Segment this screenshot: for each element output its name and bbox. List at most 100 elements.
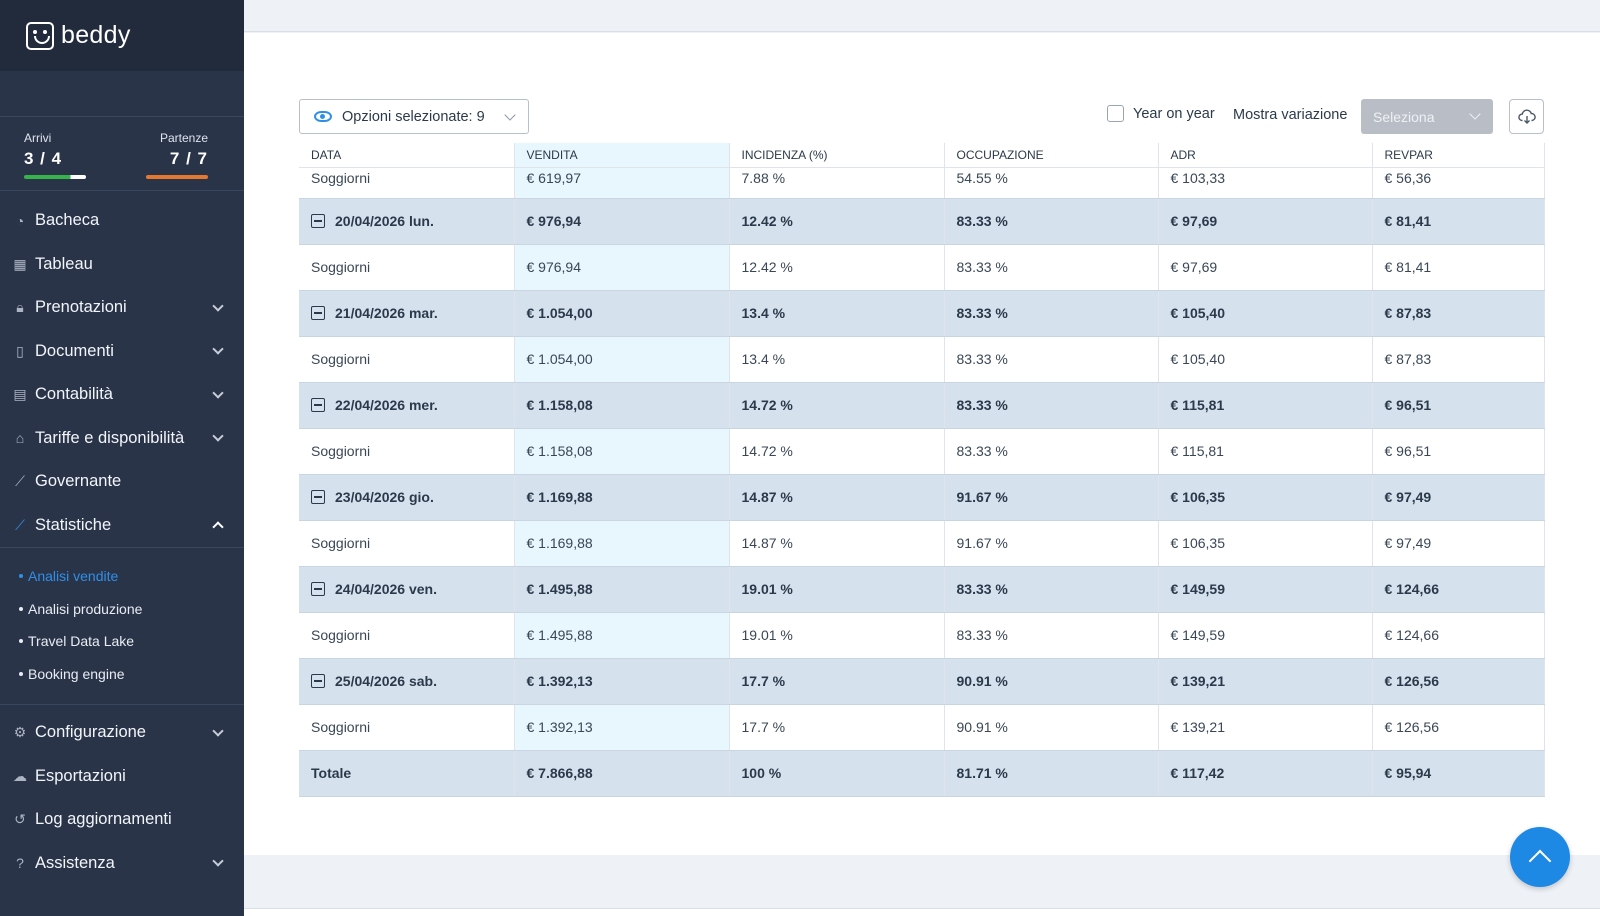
cell-adr: € 105,40 xyxy=(1158,336,1373,383)
sidebar-item-label: Configurazione xyxy=(35,723,146,742)
arrivals-counter[interactable]: Arrivi 3 / 4 xyxy=(24,131,86,190)
cell-adr: € 103,33 xyxy=(1158,167,1373,199)
date-group-row[interactable]: 21/04/2026 mar. € 1.054,00 13.4 % 83.33 % € … xyxy=(299,290,1545,337)
collapse-icon[interactable] xyxy=(311,398,325,412)
collapse-icon[interactable] xyxy=(311,214,325,228)
column-header-data[interactable]: DATA xyxy=(299,143,515,168)
cell-value: € 1.169,88 xyxy=(526,489,593,505)
collapse-icon[interactable] xyxy=(311,582,325,596)
sidebar-item-label: Statistiche xyxy=(35,515,112,534)
sidebar-item-label: Tariffe e disponibilità xyxy=(35,428,185,447)
sidebar-item-documenti[interactable]: ▯ Documenti xyxy=(0,330,244,374)
date-group-row[interactable]: 24/04/2026 ven. € 1.495,88 19.01 % 83.33 % €… xyxy=(299,566,1545,613)
cell-incidenza: 19.01 % xyxy=(729,612,945,659)
footer-strip xyxy=(244,908,1600,916)
cell-value: 12.42 % xyxy=(741,259,793,275)
date-group-row[interactable]: 23/04/2026 gio. € 1.169,88 14.87 % 91.67 % €… xyxy=(299,474,1545,521)
cell-value: Soggiorni xyxy=(311,259,371,275)
cell-revpar: € 87,83 xyxy=(1372,290,1545,337)
cell-revpar: € 96,51 xyxy=(1372,428,1545,475)
chevron-down-icon xyxy=(1469,108,1481,120)
cell-value: € 1.054,00 xyxy=(526,351,593,367)
cell-revpar: € 87,83 xyxy=(1372,336,1545,383)
cell-value: € 97,49 xyxy=(1384,489,1432,505)
cell-vendita: € 976,94 xyxy=(514,198,730,245)
sidebar: beddy Arrivi 3 / 4 Partenze 7 / 7 ◔ Bache… xyxy=(0,0,244,916)
cell-occupazione: 83.33 % xyxy=(944,290,1159,337)
cell-incidenza: 17.7 % xyxy=(729,658,945,705)
cell-value: € 126,56 xyxy=(1384,719,1440,735)
sidebar-item-bacheca[interactable]: ◔ Bacheca xyxy=(0,199,244,243)
sidebar-item-contabilita[interactable]: ▤ Contabilità xyxy=(0,373,244,417)
cell-occupazione: 83.33 % xyxy=(944,382,1159,429)
chart-line-icon: ⟋ xyxy=(15,516,25,533)
sidebar-item-tariffe-e-disponibilita[interactable]: ⌂ Tariffe e disponibilità xyxy=(0,417,244,461)
sidebar-item-tableau[interactable]: ▦ Tableau xyxy=(0,243,244,287)
cell-value: € 124,66 xyxy=(1384,627,1440,643)
column-header-revpar[interactable]: REVPAR xyxy=(1372,143,1545,168)
cell-value: 83.33 % xyxy=(956,581,1008,597)
cell-vendita: € 619,97 xyxy=(514,167,730,199)
variation-select[interactable]: Seleziona xyxy=(1361,99,1493,134)
document-icon: ▯ xyxy=(16,342,24,359)
cell-value: Totale xyxy=(311,765,352,781)
cell-revpar: € 97,49 xyxy=(1372,520,1545,567)
table-row: Soggiorni € 1.054,00 13.4 % 83.33 % € 105,40… xyxy=(299,336,1545,383)
statistics-submenu: Analisi vendite Analisi produzione Travel … xyxy=(0,547,244,705)
cell-value: € 149,59 xyxy=(1170,581,1226,597)
sidebar-item-statistiche[interactable]: ⟋ Statistiche xyxy=(0,504,244,548)
logo[interactable]: beddy xyxy=(0,0,244,71)
submenu-item-travel-data-lake[interactable]: Travel Data Lake xyxy=(0,625,244,658)
cell-revpar: € 126,56 xyxy=(1372,658,1545,705)
cell-occupazione: 83.33 % xyxy=(944,566,1159,613)
cell-value: 83.33 % xyxy=(956,213,1008,229)
download-button[interactable] xyxy=(1509,99,1544,134)
cell-value: € 1.392,13 xyxy=(526,673,593,689)
cell-value: 17.7 % xyxy=(741,673,786,689)
year-on-year-toggle[interactable]: Year on year xyxy=(1107,105,1215,122)
cell-value: 90.91 % xyxy=(956,719,1008,735)
cell-adr: € 115,81 xyxy=(1158,428,1373,475)
year-on-year-checkbox[interactable] xyxy=(1107,105,1124,122)
sidebar-item-label: Governante xyxy=(35,472,122,491)
sidebar-item-prenotazioni[interactable]: 🔒︎ Prenotazioni xyxy=(0,286,244,330)
cell-value: € 97,49 xyxy=(1384,535,1432,551)
options-select[interactable]: Opzioni selezionate: 9 xyxy=(299,99,529,134)
cell-data: 24/04/2026 ven. xyxy=(299,566,515,613)
sidebar-item-assistenza[interactable]: ? Assistenza xyxy=(0,842,244,886)
column-header-occupazione[interactable]: OCCUPAZIONE xyxy=(944,143,1159,168)
cell-value: € 56,36 xyxy=(1384,169,1432,186)
cell-adr: € 149,59 xyxy=(1158,566,1373,613)
cell-revpar: € 56,36 xyxy=(1372,167,1545,199)
scroll-to-top-button[interactable] xyxy=(1510,827,1570,887)
sidebar-item-log-aggiornamenti[interactable]: ↺ Log aggiornamenti xyxy=(0,798,244,842)
sidebar-item-esportazioni[interactable]: ☁ Esportazioni xyxy=(0,755,244,799)
cell-value: 90.91 % xyxy=(956,673,1008,689)
submenu-item-booking-engine[interactable]: Booking engine xyxy=(0,658,244,691)
collapse-icon[interactable] xyxy=(311,490,325,504)
submenu-item-analisi-vendite[interactable]: Analisi vendite xyxy=(0,560,244,593)
arrivals-value: 3 / 4 xyxy=(24,149,63,168)
chevron-down-icon xyxy=(212,855,224,867)
departures-counter[interactable]: Partenze 7 / 7 xyxy=(146,131,208,190)
collapse-icon[interactable] xyxy=(311,674,325,688)
date-group-row[interactable]: 22/04/2026 mer. € 1.158,08 14.72 % 83.33 % €… xyxy=(299,382,1545,429)
cell-value: € 105,40 xyxy=(1170,351,1226,367)
collapse-icon[interactable] xyxy=(311,306,325,320)
column-header-vendita[interactable]: VENDITA xyxy=(514,143,730,168)
cell-occupazione: 90.91 % xyxy=(944,704,1159,751)
sidebar-item-configurazione[interactable]: ⚙ Configurazione xyxy=(0,711,244,755)
table-row: Soggiorni € 1.392,13 17.7 % 90.91 % € 139,21… xyxy=(299,704,1545,751)
column-header-adr[interactable]: ADR xyxy=(1158,143,1373,168)
cell-occupazione: 83.33 % xyxy=(944,336,1159,383)
arrivals-label: Arrivi xyxy=(24,131,52,145)
cell-incidenza: 19.01 % xyxy=(729,566,945,613)
cell-data: Soggiorni xyxy=(299,167,515,199)
sidebar-item-governante[interactable]: ⟋ Governante xyxy=(0,460,244,504)
date-group-row[interactable]: 20/04/2026 lun. € 976,94 12.42 % 83.33 % € 9… xyxy=(299,198,1545,245)
date-group-row[interactable]: 25/04/2026 sab. € 1.392,13 17.7 % 90.91 % € … xyxy=(299,658,1545,705)
cell-value: € 1.158,08 xyxy=(526,443,593,459)
column-header-incidenza[interactable]: INCIDENZA (%) xyxy=(729,143,945,168)
submenu-item-analisi-produzione[interactable]: Analisi produzione xyxy=(0,593,244,626)
cell-incidenza: 14.72 % xyxy=(729,428,945,475)
